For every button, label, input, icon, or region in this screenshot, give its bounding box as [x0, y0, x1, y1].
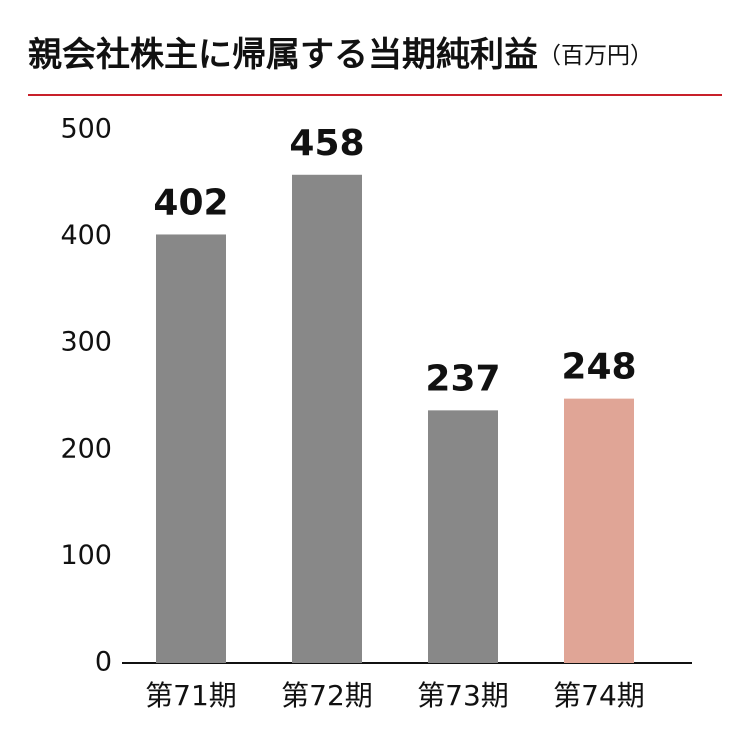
title-text: 親会社株主に帰属する当期純利益	[28, 35, 538, 75]
value-label: 237	[425, 358, 500, 399]
bar	[564, 398, 634, 663]
x-tick-label: 第72期	[281, 679, 373, 712]
value-label: 458	[289, 123, 364, 164]
y-tick-label: 400	[60, 220, 112, 251]
y-tick-label: 100	[60, 540, 112, 571]
value-label: 402	[153, 182, 228, 223]
y-tick-label: 200	[60, 433, 112, 464]
value-label: 248	[561, 347, 636, 388]
y-tick-label: 500	[60, 114, 112, 145]
y-tick-label: 300	[60, 327, 112, 358]
unit-text: （百万円）	[538, 43, 653, 69]
bar	[292, 174, 362, 663]
bar	[428, 410, 498, 663]
chart-title: 親会社株主に帰属する当期純利益（百万円）	[28, 35, 653, 75]
x-tick-label: 第73期	[417, 679, 509, 712]
x-tick-label: 第74期	[553, 679, 645, 712]
x-tick-label: 第71期	[145, 679, 237, 712]
bar	[156, 234, 226, 663]
y-tick-label: 0	[95, 647, 112, 678]
